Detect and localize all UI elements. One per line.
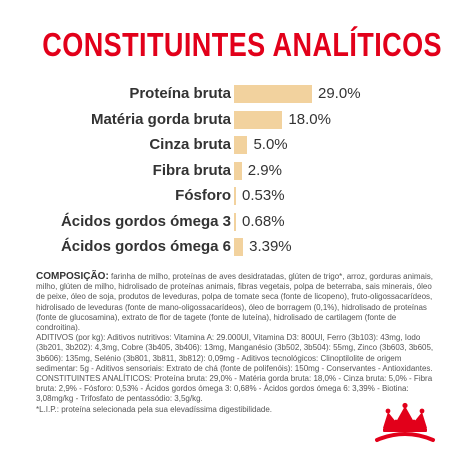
bar-label: Proteína bruta	[129, 85, 231, 102]
bar-value-label: 0.53%	[242, 187, 285, 204]
bar-row: Proteína bruta 29.0%	[0, 84, 470, 104]
bar	[234, 110, 283, 129]
bar-row: Fósforo 0.53%	[0, 186, 470, 206]
bar	[234, 212, 236, 231]
bar-value-label: 2.9%	[247, 161, 282, 179]
bar	[234, 85, 312, 103]
composition-text: COMPOSIÇÃO: farinha de milho, proteínas …	[36, 271, 436, 415]
bar-row: Matéria gorda bruta 18.0%	[0, 110, 470, 130]
bar-value-label: 18.0%	[288, 110, 331, 128]
bar-value-label: 5.0%	[253, 136, 288, 153]
bar-row: Cinza bruta 5.0%	[0, 135, 470, 155]
bar-label: Fibra bruta	[152, 161, 231, 179]
bar-row: Ácidos gordos ómega 3 0.68%	[0, 212, 470, 232]
bar-label: Matéria gorda bruta	[90, 110, 231, 128]
bar-value-label: 0.68%	[242, 212, 285, 230]
bar	[234, 161, 242, 180]
bar-label: Cinza bruta	[149, 136, 231, 153]
bar-label: Ácidos gordos ómega 6	[60, 238, 231, 255]
additives-text: ADITIVOS (por kg): Aditivos nutritivos: …	[36, 333, 434, 373]
bar-label: Fósforo	[175, 187, 231, 204]
lip-note: *L.I.P.: proteína selecionada pela sua e…	[36, 404, 273, 414]
bar-value-label: 3.39%	[249, 238, 292, 255]
page-title: CONSTITUINTES ANALÍTICOS	[42, 26, 443, 63]
bar-value-label: 29.0%	[318, 85, 361, 102]
bar-label: Ácidos gordos ómega 3	[60, 212, 231, 230]
bar	[234, 136, 248, 154]
composition-paragraph: COMPOSIÇÃO: farinha de milho, proteínas …	[36, 271, 436, 333]
royal-canin-logo-icon	[375, 402, 435, 442]
ingredients-text: farinha de milho, proteínas de aves desi…	[36, 272, 433, 333]
bar	[234, 187, 236, 205]
bar-row: Fibra bruta 2.9%	[0, 161, 470, 181]
bar	[234, 238, 244, 256]
constituents-text: CONSTITUINTES ANALÍTICOS: Proteína bruta…	[36, 374, 433, 404]
composition-heading: COMPOSIÇÃO:	[36, 271, 109, 282]
bar-row: Ácidos gordos ómega 6 3.39%	[0, 237, 470, 257]
analytical-constituents-chart: Proteína bruta 29.0% Matéria gorda bruta 18…	[0, 84, 470, 264]
